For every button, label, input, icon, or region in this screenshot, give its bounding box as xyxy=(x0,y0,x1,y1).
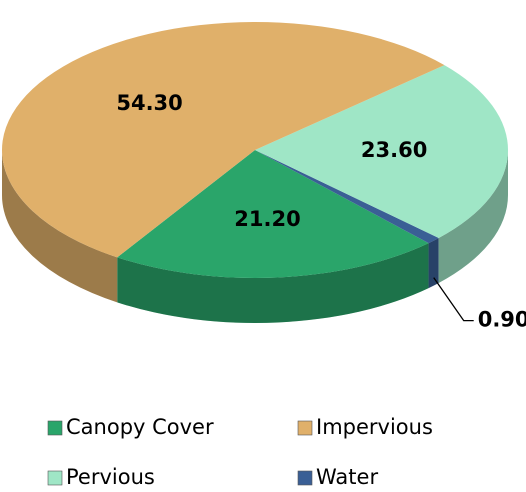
pie-side xyxy=(2,150,118,303)
legend-label: Water xyxy=(316,465,378,489)
legend-label: Canopy Cover xyxy=(66,415,214,439)
pie-side-shade xyxy=(428,238,439,289)
value-label: 23.60 xyxy=(361,138,427,162)
legend-swatch xyxy=(297,470,313,486)
leader-line xyxy=(433,277,474,322)
legend-swatch xyxy=(47,420,63,436)
pie-slice xyxy=(1,21,445,258)
legend-swatch xyxy=(47,470,63,486)
pie-slice xyxy=(255,150,439,244)
value-label: 54.30 xyxy=(116,91,182,115)
pie-side-shade xyxy=(117,243,429,323)
legend-swatch xyxy=(297,420,313,436)
value-label: 0.90 xyxy=(478,308,526,332)
value-label: 21.20 xyxy=(234,207,300,231)
pie-side xyxy=(428,238,439,289)
pie-slice xyxy=(117,150,429,278)
pie-side-shade xyxy=(2,150,118,303)
pie-side xyxy=(438,150,508,284)
pie-side-shade xyxy=(438,150,508,284)
legend-label: Pervious xyxy=(66,465,155,489)
pie-side xyxy=(117,243,429,323)
legend-label: Impervious xyxy=(316,415,433,439)
pie-slice xyxy=(255,65,508,239)
